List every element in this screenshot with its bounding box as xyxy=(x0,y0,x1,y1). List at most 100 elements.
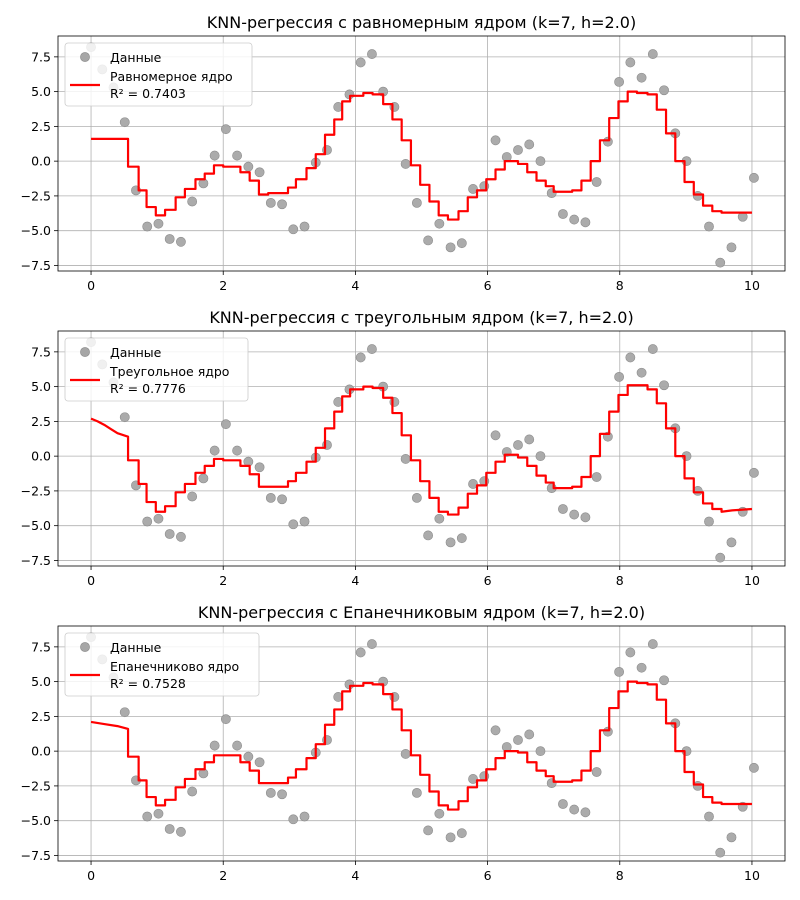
data-point xyxy=(254,462,265,473)
data-point xyxy=(445,242,456,253)
data-point xyxy=(434,513,445,524)
data-point xyxy=(647,344,658,354)
plot-area xyxy=(86,337,759,563)
y-tick-label: −7.5 xyxy=(21,258,51,273)
plot-area xyxy=(86,42,759,268)
data-point xyxy=(164,234,175,244)
data-point xyxy=(456,238,467,249)
data-point xyxy=(176,531,186,542)
axes-frame xyxy=(57,330,786,567)
data-point xyxy=(265,492,276,503)
legend-marker-data xyxy=(80,52,90,62)
data-point xyxy=(726,832,737,843)
data-point xyxy=(299,811,310,822)
data-point xyxy=(704,811,714,822)
data-point xyxy=(400,159,411,169)
legend-label-r2: R² = 0.7528 xyxy=(110,676,186,691)
chart-title: KNN-регрессия с равномерным ядром (k=7, … xyxy=(207,13,636,32)
regression-line xyxy=(91,90,752,221)
y-tick-label: 5.0 xyxy=(31,674,51,689)
axes-frame xyxy=(57,35,786,272)
y-tick-label: −7.5 xyxy=(21,848,51,863)
data-point xyxy=(367,639,377,649)
x-tick-label: 2 xyxy=(219,573,227,588)
data-point xyxy=(569,214,580,225)
data-point xyxy=(569,509,580,520)
legend-label-r2: R² = 0.7776 xyxy=(110,381,186,396)
data-point xyxy=(490,135,501,146)
data-point xyxy=(153,808,164,819)
data-point xyxy=(243,161,254,172)
x-tick-label: 0 xyxy=(87,278,95,293)
data-point xyxy=(209,150,220,161)
data-point xyxy=(288,224,299,235)
data-point xyxy=(220,714,231,725)
data-point xyxy=(187,196,198,207)
data-point xyxy=(524,434,535,445)
data-point xyxy=(490,430,501,441)
legend: Данные Треугольное ядро R² = 0.7776 xyxy=(64,337,249,402)
data-point xyxy=(614,371,625,382)
data-point xyxy=(647,639,658,649)
data-point xyxy=(119,707,130,718)
legend-label-line: Равномерное ядро xyxy=(110,69,233,84)
data-point xyxy=(434,218,445,229)
x-tick-label: 8 xyxy=(616,278,624,293)
subplot-1: KNN-регрессия с равномерным ядром (k=7, … xyxy=(21,13,786,293)
y-tick-label: 2.5 xyxy=(31,709,51,724)
legend-label-data: Данные xyxy=(110,345,162,360)
x-tick-label: 2 xyxy=(219,868,227,883)
y-tick-label: 7.5 xyxy=(31,639,51,654)
data-point xyxy=(591,472,602,482)
data-point xyxy=(625,647,636,658)
data-point xyxy=(299,516,310,527)
x-tick-label: 10 xyxy=(744,868,760,883)
data-point xyxy=(659,675,669,686)
data-point xyxy=(468,479,478,489)
data-point xyxy=(153,513,164,524)
data-point xyxy=(176,236,186,247)
y-tick-label: 7.5 xyxy=(31,49,51,64)
data-point xyxy=(558,209,568,219)
y-axis: −7.5 −5.0 −2.5 0.0 2.5 5.0 7.5 xyxy=(21,49,58,273)
data-point xyxy=(580,807,591,818)
data-point xyxy=(659,380,669,391)
data-point xyxy=(535,156,546,167)
y-tick-label: −2.5 xyxy=(21,778,51,793)
data-point xyxy=(400,749,411,759)
x-tick-label: 4 xyxy=(351,573,359,588)
data-point xyxy=(569,804,580,815)
data-point xyxy=(254,757,265,768)
legend-label-r2: R² = 0.7403 xyxy=(110,86,186,101)
data-point xyxy=(580,217,591,228)
chart-title: KNN-регрессия с Епанечниковым ядром (k=7… xyxy=(198,603,645,622)
legend: Данные Равномерное ядро R² = 0.7403 xyxy=(64,42,253,107)
data-point xyxy=(749,172,759,183)
data-point xyxy=(119,412,130,423)
y-tick-label: 5.0 xyxy=(31,84,51,99)
x-axis: 0 2 4 6 8 10 xyxy=(87,271,760,293)
y-tick-label: 2.5 xyxy=(31,414,51,429)
data-point xyxy=(411,492,422,503)
data-point xyxy=(558,504,568,514)
data-point xyxy=(636,662,647,673)
legend-label-line: Треугольное ядро xyxy=(109,364,229,379)
chart-title: KNN-регрессия с треугольным ядром (k=7, … xyxy=(209,308,633,327)
data-point xyxy=(355,57,366,68)
data-point xyxy=(749,762,759,773)
data-point xyxy=(265,197,276,208)
data-point xyxy=(423,530,434,541)
data-point xyxy=(715,847,726,858)
subplot-3: KNN-регрессия с Епанечниковым ядром (k=7… xyxy=(21,603,786,883)
data-point xyxy=(535,746,546,757)
y-tick-label: 0.0 xyxy=(31,154,51,169)
data-point xyxy=(468,184,478,194)
data-point xyxy=(209,740,220,751)
x-tick-label: 0 xyxy=(87,868,95,883)
data-point xyxy=(423,825,434,836)
legend: Данные Епанечниково ядро R² = 0.7528 xyxy=(64,632,260,697)
y-tick-label: −2.5 xyxy=(21,188,51,203)
y-tick-label: 7.5 xyxy=(31,344,51,359)
y-tick-label: −5.0 xyxy=(21,223,51,238)
data-point xyxy=(490,725,501,736)
